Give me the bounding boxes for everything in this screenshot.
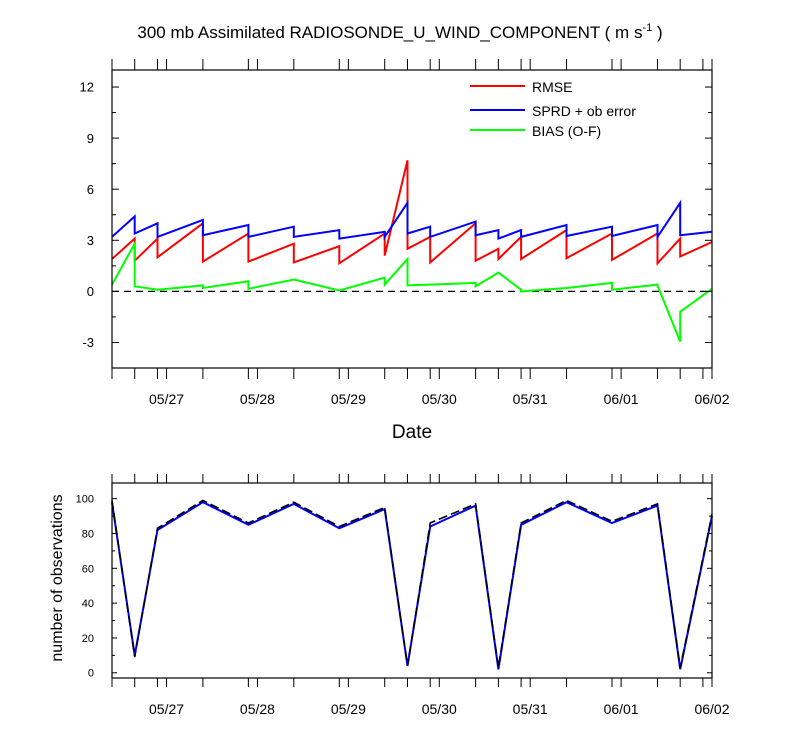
x-tick-label: 05/28 xyxy=(240,701,275,717)
y-tick-label: -3 xyxy=(82,335,94,350)
y-tick-label: 60 xyxy=(82,563,94,575)
x-tick-label: 06/01 xyxy=(604,701,639,717)
x-tick-label: 05/28 xyxy=(240,391,275,407)
series-line-rmse xyxy=(111,160,713,266)
plot-frame-obs xyxy=(111,482,713,679)
rmse-spread-bias-chart: 300 mb Assimilated RADIOSONDE_U_WIND_COM… xyxy=(80,22,730,443)
y-tick-label: 100 xyxy=(76,494,94,506)
legend: RMSE SPRD + ob error BIAS (O-F) xyxy=(470,79,636,139)
x-tick-label: 05/31 xyxy=(513,701,548,717)
x-tick-label: 05/31 xyxy=(513,391,548,407)
x-tick-label: 06/02 xyxy=(694,391,729,407)
observation-count-chart: 0 20 40 60 80 100 05/27 05/28 05/29 05/30 05/31 06/… xyxy=(49,474,730,717)
legend-rmse-label: RMSE xyxy=(532,79,572,95)
x-tick-label: 05/27 xyxy=(149,391,184,407)
y-tick-label: 80 xyxy=(82,528,94,540)
y-tick-label: 6 xyxy=(87,182,94,197)
series-line-observations-dashed xyxy=(111,499,713,668)
x-axis-label: Date xyxy=(392,422,432,443)
y-tick-label: 0 xyxy=(88,668,94,680)
plot-frame xyxy=(111,69,713,369)
x-tick-label: 05/29 xyxy=(331,391,366,407)
y-tick-label: 0 xyxy=(87,284,94,299)
y-tick-label: 3 xyxy=(87,233,94,248)
x-tick-label: 05/30 xyxy=(422,701,457,717)
y-tick-label: 12 xyxy=(80,80,94,95)
series-line-sprd-ob-error xyxy=(111,199,713,241)
series-line-observations-solid xyxy=(111,501,713,670)
legend-sprd-label: SPRD + ob error xyxy=(532,103,636,119)
x-tick-label: 05/29 xyxy=(331,701,366,717)
y-axis-label-obs: number of observations xyxy=(49,494,66,661)
series-line-bias-o-f xyxy=(111,239,713,342)
y-tick-label: 40 xyxy=(82,598,94,610)
y-tick-label: 9 xyxy=(87,131,94,146)
x-tick-label: 05/30 xyxy=(422,391,457,407)
legend-bias-label: BIAS (O-F) xyxy=(532,123,601,139)
chart-title: 300 mb Assimilated RADIOSONDE_U_WIND_COM… xyxy=(137,22,662,42)
y-tick-label: 20 xyxy=(82,633,94,645)
x-tick-label: 05/27 xyxy=(149,701,184,717)
x-tick-label: 06/01 xyxy=(604,391,639,407)
x-tick-label: 06/02 xyxy=(694,701,729,717)
